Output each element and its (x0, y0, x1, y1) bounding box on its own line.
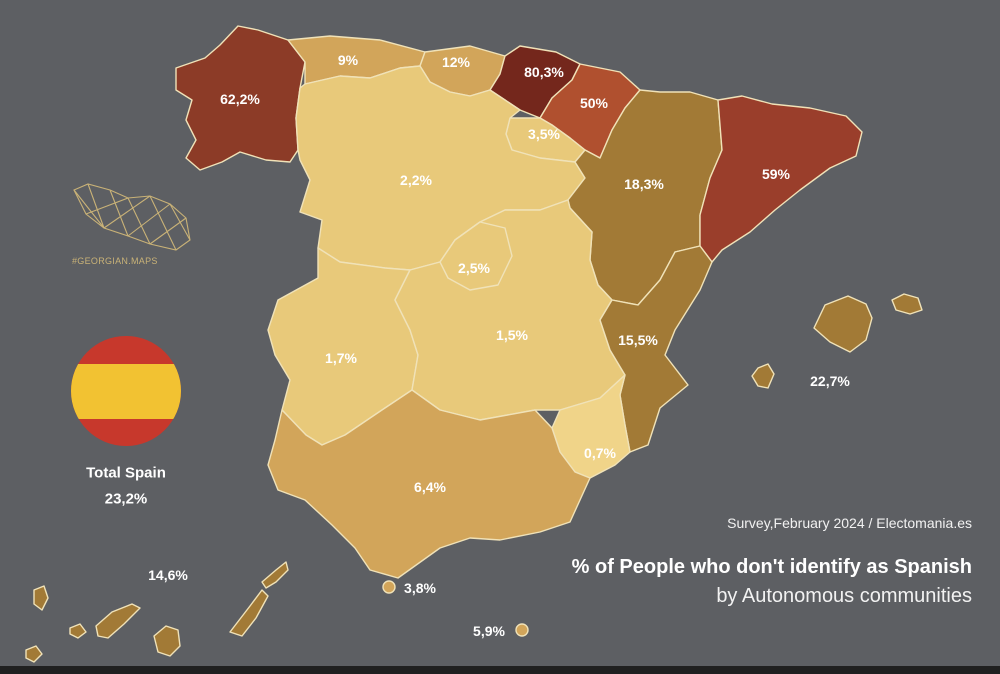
total-label: Total Spain (86, 464, 166, 482)
label-aragon: 18,3% (624, 176, 664, 192)
label-balearic: 22,7% (810, 373, 850, 389)
label-castilla-la-mancha: 1,5% (496, 327, 528, 343)
brand-text: #GEORGIAN.MAPS (72, 256, 158, 266)
region-madrid (439, 221, 513, 291)
region-catalonia (699, 95, 863, 263)
label-asturias: 9% (337, 52, 359, 68)
label-valencia: 15,5% (618, 332, 658, 348)
region-canary-fuerteventura (229, 589, 269, 637)
region-andalusia (267, 389, 591, 579)
label-andalusia: 6,4% (414, 479, 446, 495)
region-balearic-mallorca (813, 295, 873, 353)
region-melilla (515, 623, 529, 637)
region-canary-lanzarote (261, 561, 289, 589)
label-melilla: 5,9% (473, 623, 505, 639)
label-galicia: 62,2% (220, 91, 260, 107)
spain-flag-icon (71, 336, 181, 446)
total-value: 23,2% (104, 490, 148, 508)
bottom-bar (0, 666, 1000, 674)
source-text: Survey,February 2024 / Electomania.es (727, 515, 972, 531)
label-navarre: 50% (579, 95, 609, 111)
label-catalonia: 59% (761, 166, 791, 182)
region-galicia (175, 25, 306, 171)
region-ceuta (382, 580, 396, 594)
region-canary-2 (69, 623, 87, 639)
brand-logo-icon (73, 183, 191, 251)
region-canary-tenerife (95, 603, 141, 639)
label-cantabria: 12% (441, 54, 471, 70)
region-balearic-menorca (891, 293, 923, 315)
region-balearic-ibiza (751, 363, 775, 389)
region-canary-gran-canaria (153, 625, 181, 657)
region-canary-1 (33, 585, 49, 611)
label-rioja: 3,5% (528, 126, 560, 142)
map-subtitle: by Autonomous communities (716, 585, 972, 607)
region-canary-3 (25, 645, 43, 663)
label-murcia: 0,7% (584, 445, 616, 461)
label-madrid: 2,5% (458, 260, 490, 276)
label-canary: 14,6% (148, 567, 188, 583)
label-basque: 80,3% (524, 64, 564, 80)
label-ceuta: 3,8% (404, 580, 436, 596)
label-extremadura: 1,7% (325, 350, 357, 366)
map-title: % of People who don't identify as Spanis… (571, 556, 972, 578)
label-castile-leon: 2,2% (400, 172, 432, 188)
